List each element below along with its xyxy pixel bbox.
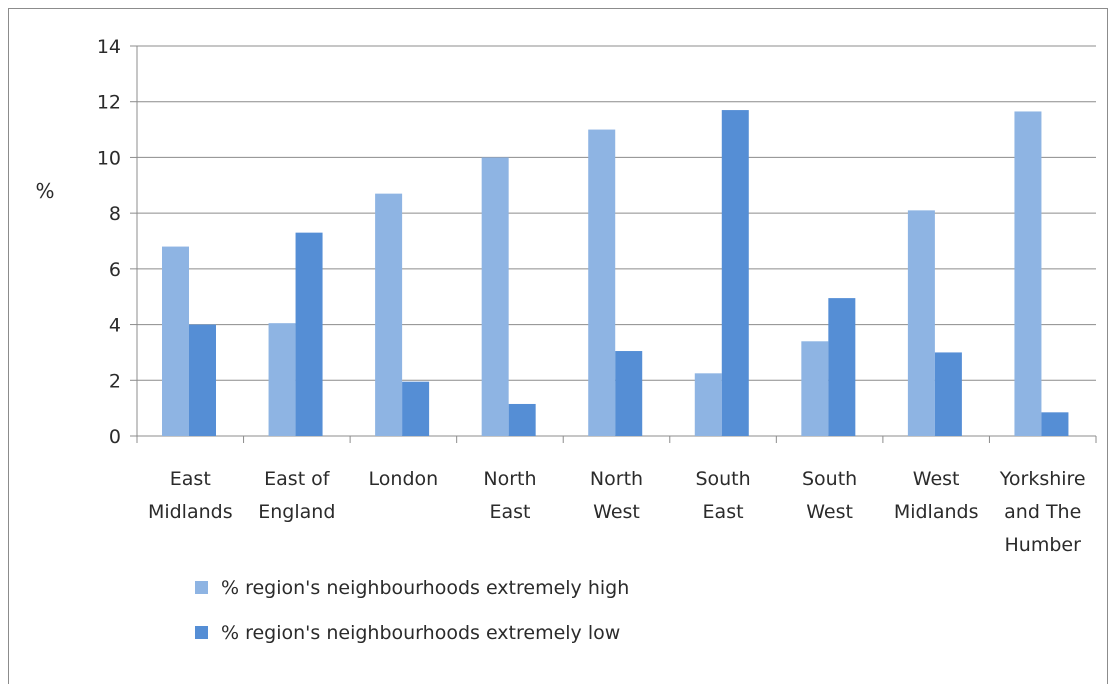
y-tick-label: 10 <box>97 147 121 169</box>
x-tick-label: East <box>489 501 530 523</box>
bar-extremely-high <box>162 246 189 436</box>
y-tick-label: 12 <box>97 92 121 114</box>
x-tick-label: North <box>483 468 536 490</box>
y-tick-label: 6 <box>109 259 121 281</box>
legend-label: % region's neighbourhoods extremely high <box>221 577 629 599</box>
bar-extremely-high <box>907 210 935 436</box>
x-tick-label: West <box>806 501 853 523</box>
bar-extremely-low <box>615 351 643 436</box>
bar-extremely-low <box>189 324 216 436</box>
bar-extremely-high <box>481 157 509 436</box>
y-tick-label: 8 <box>109 203 121 225</box>
x-tick-label: Midlands <box>894 501 979 523</box>
bar-extremely-low <box>295 232 323 436</box>
y-tick-label: 2 <box>109 370 121 392</box>
x-tick-label: West <box>593 501 640 523</box>
x-tick-label: West <box>913 468 960 490</box>
bar-extremely-low <box>1041 412 1069 436</box>
bar-extremely-low <box>402 381 430 436</box>
x-tick-label: East <box>703 501 744 523</box>
x-tick-label: North <box>590 468 643 490</box>
x-tick-label: East of <box>264 468 331 490</box>
bar-extremely-high <box>375 193 403 436</box>
bar-extremely-low <box>721 110 749 437</box>
x-tick-label: Humber <box>1005 534 1082 556</box>
x-tick-label: London <box>369 468 439 490</box>
y-tick-label: 4 <box>109 315 121 337</box>
bar-extremely-low <box>508 403 536 436</box>
bar-extremely-high <box>1014 111 1042 436</box>
y-tick-label: 0 <box>109 426 121 448</box>
x-tick-label: Yorkshire <box>999 468 1086 490</box>
bar-extremely-high <box>268 323 296 436</box>
x-tick-label: South <box>695 468 750 490</box>
bar-extremely-low <box>828 298 856 436</box>
bar-extremely-high <box>801 341 829 436</box>
y-tick-label: 14 <box>97 36 121 58</box>
legend-swatch <box>195 626 208 639</box>
legend-label: % region's neighbourhoods extremely low <box>221 622 620 644</box>
x-tick-label: South <box>802 468 857 490</box>
x-tick-label: and The <box>1004 501 1081 523</box>
y-axis-label: % <box>35 179 54 203</box>
legend-swatch <box>195 581 208 594</box>
bar-extremely-low <box>934 352 962 436</box>
x-tick-label: Midlands <box>148 501 233 523</box>
x-tick-label: East <box>170 468 211 490</box>
bar-extremely-high <box>694 373 722 436</box>
x-tick-label: England <box>258 501 335 523</box>
bar-extremely-high <box>588 129 616 437</box>
